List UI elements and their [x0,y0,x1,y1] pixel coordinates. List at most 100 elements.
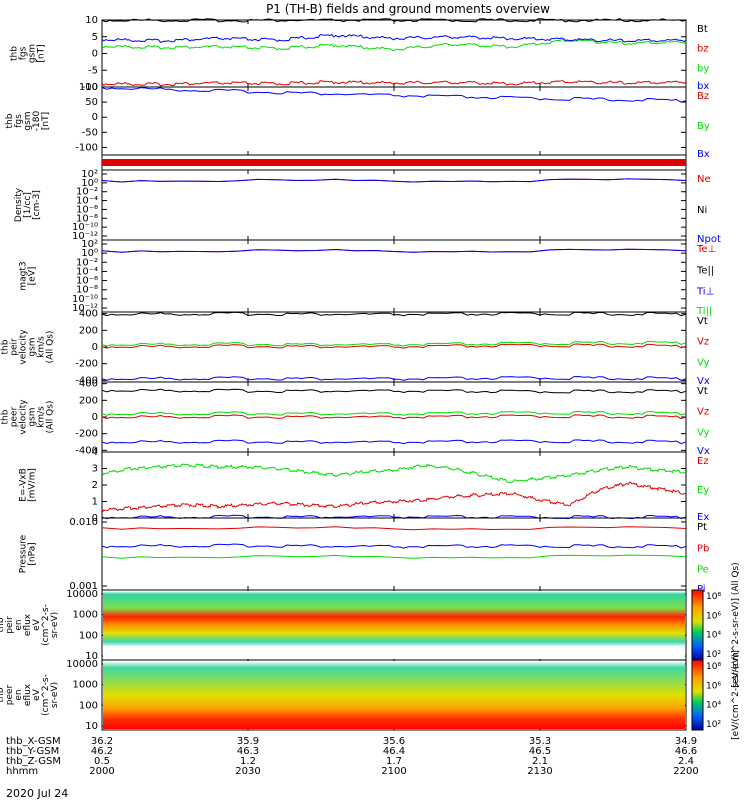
panel-1: thb fgs gsm [nT] 10 5 0 -5 -10 Bt bz by bx [10,15,710,93]
series-vx [101,439,687,445]
panel-5: magt3 [eV] 10²10⁰10⁻²10⁻⁴10⁻⁶10⁻⁸10⁻¹⁰10⁻¹… [19,239,717,317]
y-tick-label: 10 [85,721,98,732]
legend-npot: Npot [697,234,721,245]
colorbar-tick-label: 10⁴ [706,701,721,711]
y-axis-label: peir [5,616,15,634]
y-axis-label: (cm^2-s- [41,604,51,646]
series-bx [101,87,687,103]
y-axis-label: (All Qs) [46,331,56,364]
legend-vx: Vx [697,446,710,457]
y-axis-label: -180 [32,111,42,132]
y-axis-label: [nPa] [28,542,38,565]
panel-2: thb fgs gsm -180 [nT] 100 50 0 -50 -100 Bz By Bx [5,82,710,160]
legend-vt: Vt [697,386,708,397]
x-axis-value: 2000 [89,766,114,777]
y-axis-label: km/s [37,406,47,428]
legend-by: By [697,121,710,132]
x-axis-value: 34.9 [675,736,697,747]
y-axis-label: eflux [23,683,33,706]
y-tick-label: 2 [92,480,98,491]
y-tick-label: 400 [79,309,98,320]
legend-ne: Ne [697,174,711,185]
series-ez [101,481,687,513]
heatmap-fill [103,661,685,729]
y-tick-label: -200 [75,429,98,440]
y-axis-label: [eV] [28,267,38,286]
legend-bz: Bz [697,91,709,102]
y-tick-label: -50 [82,127,98,138]
y-tick-label: -400 [75,445,98,456]
y-axis-label: Density [14,187,24,222]
x-row-label-thb-x-gsm: thb_X-GSM [6,736,61,747]
series-vz [101,343,687,349]
y-axis-label: km/s [37,336,47,358]
panel-frame [101,381,687,453]
y-tick-label: 400 [79,379,98,390]
y-tick-label: 10⁻⁸ [76,213,98,224]
y-axis-label: peir [10,338,20,356]
y-tick-label: 10² [81,239,98,250]
legend-ni: Ni [697,205,707,216]
legend-bz: bz [697,44,709,55]
y-tick-label: -5 [88,65,98,76]
colorbar-tick-label: 10⁸ [706,592,721,602]
x-axis-value: 46.6 [675,746,697,757]
panel-4: Density [1/cc] [cm-3]10²10⁰10⁻²10⁻⁴10⁻⁶10⁻… [14,169,721,245]
panel-3 [101,154,687,171]
red-band [102,159,686,166]
panel-8: E=-VxB [mV/m] 4 3 2 1 0 Ez Ey Ex [19,447,710,524]
panel-11: thb peer en eflux eV (cm^2-s-sr-eV) 10000 1000 1… [0,650,741,740]
colorbar-tick-label: 10⁶ [706,681,721,691]
panel-frame [101,19,687,88]
y-tick-label: 10² [81,169,98,180]
y-tick-label: -10 [82,82,98,93]
y-axis-label: eV [32,688,42,701]
panel-7: thb peer velocity gsm km/s (All Qs) 400 200 0 -20… [1,379,710,457]
y-axis-label: thb [0,687,6,702]
y-tick-label: 50 [85,97,98,108]
y-axis-label: gsm [28,407,38,426]
y-axis-label: (All Qs) [46,401,56,434]
panel-frame [101,86,687,156]
y-tick-label: 1 [92,497,98,508]
x-axis-value: 1.2 [240,756,256,767]
y-tick-label: 1000 [73,610,98,621]
legend-ez: Ez [697,456,709,467]
y-axis-label: gsm [28,44,38,63]
y-tick-label: 0 [92,112,98,123]
y-tick-label: 0.001 [69,581,98,592]
colorbar-tick-label: 10² [706,720,721,730]
series-vz [101,414,687,420]
y-tick-label: 0 [92,513,98,524]
x-axis-value: 1.7 [386,756,402,767]
y-axis-label: [nT] [37,44,47,62]
legend-ti: Ti|| [696,306,712,317]
x-axis-value: 2.4 [678,756,694,767]
panel-6: thb peir velocity gsm km/s (All Qs) 400 200 0 -20… [1,309,710,387]
x-row-label-hhmm: hhmm [6,766,38,777]
x-axis-value: 2030 [235,766,260,777]
y-axis-label: eV [32,618,42,631]
y-axis-label: en [14,689,24,700]
colorbar-tick-label: 10² [706,650,721,660]
y-tick-label: 10⁻¹² [72,231,98,242]
legend-bt: Bt [697,24,708,35]
series-pb [101,526,687,531]
legend-ti: Ti⊥ [696,287,714,298]
y-axis-label: [cm-3] [32,190,42,220]
x-row-label-thb-z-gsm: thb_Z-GSM [6,756,61,767]
series-vt [101,388,687,394]
y-tick-label: 100 [79,700,98,711]
y-axis-label: gsm [23,111,33,130]
legend-vx: Vx [697,376,710,387]
x-axis-value: 35.3 [529,736,551,747]
y-tick-label: 10⁻⁶ [76,276,98,287]
panel-frame [101,451,687,519]
y-tick-label: 10⁻⁶ [76,204,98,215]
y-axis-label: Pressure [19,534,29,573]
colorbar-tick-label: 10⁸ [706,662,721,672]
